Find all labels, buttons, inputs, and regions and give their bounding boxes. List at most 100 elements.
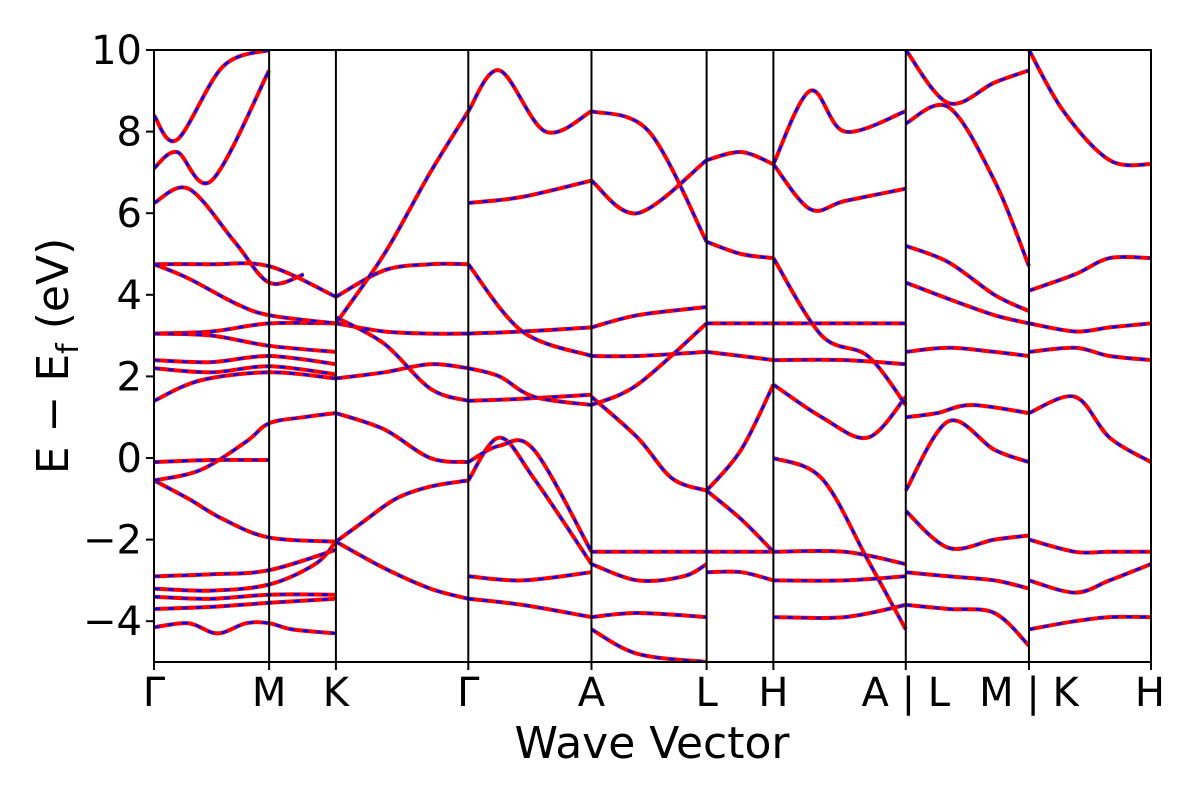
band-line-dashed <box>154 263 337 325</box>
band-line <box>772 456 908 631</box>
x-tick-label: A | L <box>861 670 950 716</box>
band-line-dashed <box>706 350 774 362</box>
band-line-dashed <box>154 321 336 335</box>
band-line-dashed <box>773 549 907 566</box>
band-line-dashed <box>591 611 707 619</box>
band-line <box>335 411 469 465</box>
band-line-dashed <box>904 419 1030 492</box>
band-line-dashed <box>772 89 907 165</box>
band-line-dashed <box>772 383 907 440</box>
y-tick-label: 4 <box>117 273 142 319</box>
band-line <box>466 435 594 566</box>
band-line <box>1027 50 1151 168</box>
band-line-dashed <box>154 332 337 354</box>
x-tick-label: Γ <box>457 670 480 716</box>
band-line-dashed <box>154 593 336 601</box>
band-line <box>154 69 271 186</box>
band-line-dashed <box>334 110 470 325</box>
band-line <box>154 320 336 336</box>
band-line-dashed <box>154 597 336 611</box>
y-tick-label: −4 <box>83 599 142 645</box>
band-line-dashed <box>335 479 469 543</box>
band-line-dashed <box>905 281 1030 325</box>
band-line-dashed <box>772 456 907 631</box>
band-line-dashed <box>905 403 1030 419</box>
y-axis-title-main: E − E <box>28 354 79 474</box>
band-line-dashed <box>590 159 708 215</box>
y-tick-label: 0 <box>117 436 142 482</box>
band-line <box>334 261 469 299</box>
band-line <box>705 383 776 492</box>
band-line-dashed <box>772 257 907 406</box>
band-line <box>706 149 775 167</box>
band-line-dashed <box>467 366 592 407</box>
band-line <box>705 489 775 554</box>
band-line-dashed <box>154 620 337 635</box>
band-line <box>468 392 592 403</box>
band-line <box>771 257 908 407</box>
plot-frame <box>153 49 1152 663</box>
y-tick-label: −2 <box>83 518 142 564</box>
band-line <box>468 178 592 205</box>
band-line-dashed <box>591 305 707 329</box>
band-line-dashed <box>335 262 469 298</box>
band-line-dashed <box>773 358 906 366</box>
x-tick-label: A <box>578 670 606 716</box>
band-line-dashed <box>905 346 1030 358</box>
band-line-dashed <box>154 548 337 578</box>
band-line <box>154 50 270 144</box>
band-line <box>905 243 1030 313</box>
band-line <box>772 382 908 441</box>
band-line-dashed <box>591 350 707 358</box>
band-line-dashed <box>467 263 592 358</box>
y-tick-label: 10 <box>91 28 142 74</box>
x-tick-label: Γ <box>143 670 166 716</box>
band-line <box>1028 345 1151 363</box>
band-line-dashed <box>905 244 1030 313</box>
band-line <box>468 570 592 583</box>
band-line <box>154 478 337 544</box>
band-line <box>1028 537 1151 555</box>
band-line <box>904 509 1030 551</box>
band-line <box>771 88 907 166</box>
band-line <box>905 602 1031 648</box>
x-tick-label: H <box>1135 670 1165 716</box>
band-line-dashed <box>467 69 593 135</box>
band-line <box>154 547 337 579</box>
band-line-dashed <box>772 163 907 213</box>
band-line-dashed <box>773 603 907 620</box>
y-ticks: −4 −2 0 2 4 6 8 10 <box>83 28 154 645</box>
band-line <box>154 262 337 326</box>
band-line-dashed <box>591 109 708 243</box>
band-line-dashed <box>467 436 593 565</box>
band-line <box>334 539 469 601</box>
band-line <box>1028 321 1151 334</box>
band-line <box>468 596 592 620</box>
band-line <box>334 315 469 403</box>
band-line-dashed <box>1027 50 1151 167</box>
x-tick-label: M <box>252 670 287 716</box>
x-axis-title: Wave Vector <box>515 718 791 769</box>
x-tick-label: L <box>695 670 718 716</box>
band-line-dashed <box>335 411 469 464</box>
band-line <box>334 478 469 544</box>
band-line-dashed <box>467 438 593 553</box>
band-line-dashed <box>335 322 469 335</box>
band-line-dashed <box>1028 255 1151 292</box>
band-line-dashed <box>904 50 1030 106</box>
band-line <box>904 102 1031 267</box>
band-line-dashed <box>590 322 708 407</box>
band-line <box>590 395 708 493</box>
band-line <box>1028 614 1151 632</box>
band-line-dashed <box>154 411 337 482</box>
band-line-dashed <box>335 316 469 403</box>
band-line-dashed <box>154 364 337 376</box>
band-line <box>154 411 337 483</box>
band-line-dashed <box>773 575 906 582</box>
band-line-dashed <box>706 240 774 260</box>
band-line-dashed <box>705 384 775 492</box>
band-line-dashed <box>154 354 337 366</box>
